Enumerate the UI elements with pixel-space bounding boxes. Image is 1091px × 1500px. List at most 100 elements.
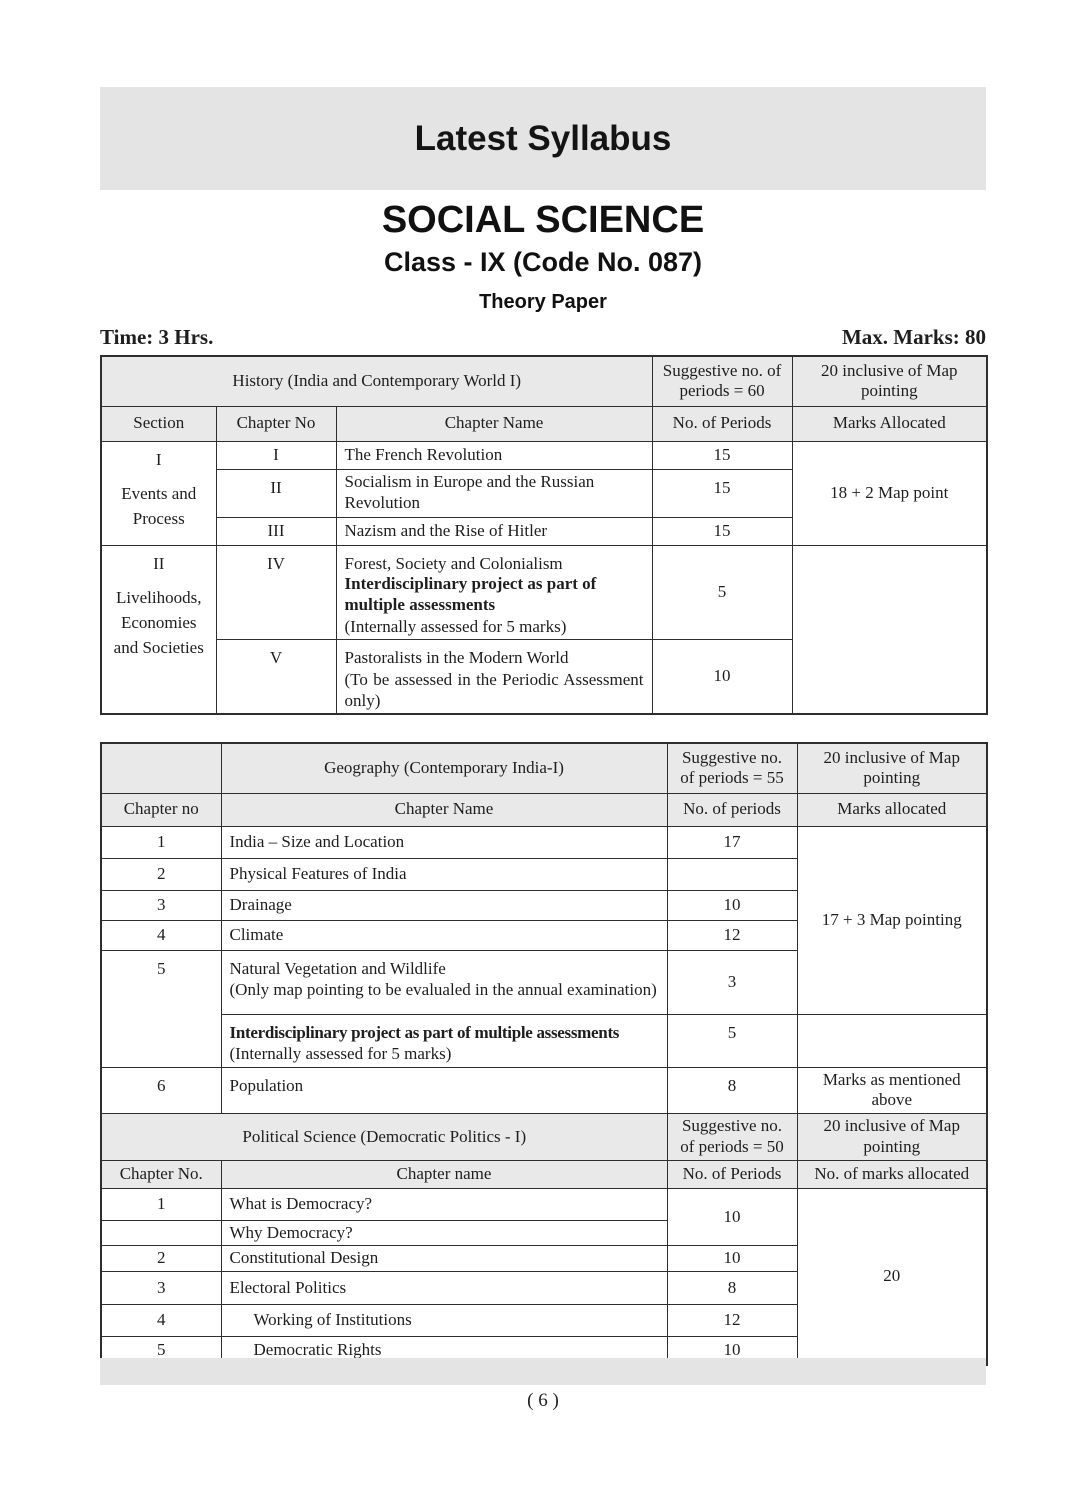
chapter-note: (Internally assessed for 5 marks) [344, 616, 567, 636]
periods-cell: 8 [666, 1271, 798, 1306]
chapter-name-cell: Forest, Society and Colonialism Interdis… [335, 544, 653, 640]
col-header-chapter-no: Chapter No [215, 405, 337, 442]
polsci-marks-header-cell: 20 inclusive of Map pointing [796, 1113, 988, 1161]
periods-cell: 15 [651, 468, 793, 518]
chapter-name-cell: Why Democracy? [220, 1219, 668, 1247]
geography-title-cell: Geography (Contemporary India-I) [220, 742, 668, 794]
page-number: ( 6 ) [527, 1390, 559, 1411]
chapter-name-cell: Pastoralists in the Modern World (To be … [335, 638, 653, 715]
chapter-no-cell: II [215, 468, 337, 518]
chapter-name-cell: What is Democracy? [220, 1187, 668, 1221]
chapter-no-cell: 2 [100, 857, 222, 891]
table-row: 2 Constitutional Design 10 [100, 1245, 987, 1273]
periods-cell: 17 [666, 825, 798, 859]
chapter-name-cell: Population [220, 1066, 668, 1115]
marks-cell [791, 544, 988, 715]
chapter-no-cell: 6 [100, 1066, 222, 1115]
table-row: 1 India – Size and Location 17 17 + 3 Ma… [100, 825, 988, 1015]
table-row: I Events and Process I The French Revolu… [100, 440, 988, 546]
section-name: Events and Process [121, 484, 197, 528]
section-cell: II Livelihoods, Economies and Societies [100, 544, 217, 715]
chapter-note: (Only map pointing to be evalualed in th… [229, 980, 657, 1000]
chapter-note: (To be assessed in the Periodic Assessme… [344, 669, 644, 710]
table-row: 1 What is Democracy? 10 20 [100, 1187, 988, 1366]
col-header-chapter-no: Chapter no [100, 792, 222, 827]
table-row: V Pastoralists in the Modern World (To b… [101, 638, 987, 715]
footer-bar [100, 1358, 986, 1385]
table-row: 2 Physical Features of India [100, 857, 987, 891]
col-header-chapter-name: Chapter name [220, 1159, 668, 1189]
chapter-name-cell: The French Revolution [335, 440, 653, 470]
chapter-bold-note: Interdisciplinary project as part of mul… [344, 574, 597, 614]
col-header-marks: No. of marks allocated [796, 1159, 988, 1189]
polsci-suggestive-periods-cell: Suggestive no. of periods = 50 [666, 1113, 798, 1161]
section-cell: I Events and Process [100, 440, 217, 546]
page-content: Latest Syllabus SOCIAL SCIENCE Class - I… [100, 87, 989, 1366]
history-suggestive-periods-cell: Suggestive no. of periods = 60 [651, 355, 793, 407]
table-row: II Livelihoods, Economies and Societies … [100, 544, 988, 715]
history-title-cell: History (India and Contemporary World I) [100, 355, 653, 407]
chapter-name-cell: Physical Features of India [220, 857, 668, 891]
periods-cell: 10 [666, 1245, 798, 1273]
chapter-no-cell: 4 [100, 1304, 222, 1338]
chapter-no-cell [100, 1219, 222, 1247]
chapter-no-cell: V [215, 638, 337, 715]
chapter-name-cell: Electoral Politics [220, 1271, 668, 1306]
periods-cell: 10 [666, 889, 798, 921]
chapter-name-cell: Drainage [220, 889, 668, 921]
chapter-no-cell: 4 [100, 919, 222, 951]
chapter-name: Pastoralists in the Modern World [344, 647, 569, 667]
chapter-name-cell: India – Size and Location [220, 825, 668, 859]
chapter-name-cell: Climate [220, 919, 668, 951]
periods-cell: 5 [666, 1013, 798, 1068]
subject-title: SOCIAL SCIENCE [381, 199, 705, 241]
chapter-name-cell: Socialism in Europe and the Russian Revo… [335, 468, 653, 518]
col-header-periods: No. of Periods [651, 405, 793, 442]
geography-marks-header-cell: 20 inclusive of Map pointing [796, 742, 988, 794]
marks-cell [796, 1013, 988, 1068]
col-header-chapter-name: Chapter Name [220, 792, 668, 827]
col-header-marks: Marks allocated [796, 792, 988, 827]
marks-cell: 18 + 2 Map point [791, 440, 988, 546]
section-name: Livelihoods, Economies and Societies [113, 588, 204, 657]
max-marks-label: Max. Marks: 80 [841, 325, 986, 349]
geography-suggestive-periods-cell: Suggestive no. of periods = 55 [666, 742, 798, 794]
chapter-name: Forest, Society and Colonialism [344, 553, 563, 573]
time-marks-row: Time: 3 Hrs. Max. Marks: 80 [100, 325, 986, 350]
section-number: II [153, 553, 165, 573]
marks-cell: 17 + 3 Map pointing [796, 825, 988, 1015]
geography-polsci-table: Geography (Contemporary India-I) Suggest… [100, 742, 988, 1366]
periods-cell [666, 857, 798, 891]
periods-cell: 5 [651, 544, 793, 640]
banner: Latest Syllabus [100, 87, 986, 190]
chapter-note: (Internally assessed for 5 marks) [229, 1044, 452, 1064]
table-row: 5 Natural Vegetation and Wildlife (Only … [100, 949, 987, 1068]
periods-cell: 10 [651, 638, 793, 715]
periods-cell: 12 [666, 1304, 798, 1338]
chapter-name: Natural Vegetation and Wildlife [229, 958, 446, 978]
history-table: History (India and Contemporary World I)… [100, 355, 989, 716]
history-marks-header-cell: 20 inclusive of Map pointing [791, 355, 988, 407]
col-header-periods: No. of Periods [666, 1159, 798, 1189]
chapter-no-cell: 1 [100, 1187, 222, 1221]
chapter-no-cell: 5 [100, 949, 222, 1068]
chapter-no-cell: 1 [100, 825, 222, 859]
periods-cell: 12 [666, 919, 798, 951]
periods-cell: 15 [651, 440, 793, 470]
chapter-bold-note: Interdisciplinary project as part of mul… [229, 1022, 620, 1042]
col-header-marks: Marks Allocated [791, 405, 988, 442]
time-label: Time: 3 Hrs. [100, 325, 214, 349]
chapter-name-cell: Natural Vegetation and Wildlife (Only ma… [220, 949, 668, 1015]
periods-cell: 15 [651, 516, 793, 546]
class-code-line: Class - IX (Code No. 087) [383, 247, 703, 277]
marks-cell: 20 [796, 1187, 988, 1366]
chapter-no-cell: 3 [100, 889, 222, 921]
periods-cell: 8 [666, 1066, 798, 1115]
chapter-no-cell: III [215, 516, 337, 546]
banner-title: Latest Syllabus [414, 118, 672, 158]
col-header-chapter-no: Chapter No. [100, 1159, 222, 1189]
table-row: Why Democracy? [100, 1219, 987, 1247]
section-number: I [155, 449, 162, 469]
marks-cell: Marks as mentioned above [796, 1066, 988, 1115]
